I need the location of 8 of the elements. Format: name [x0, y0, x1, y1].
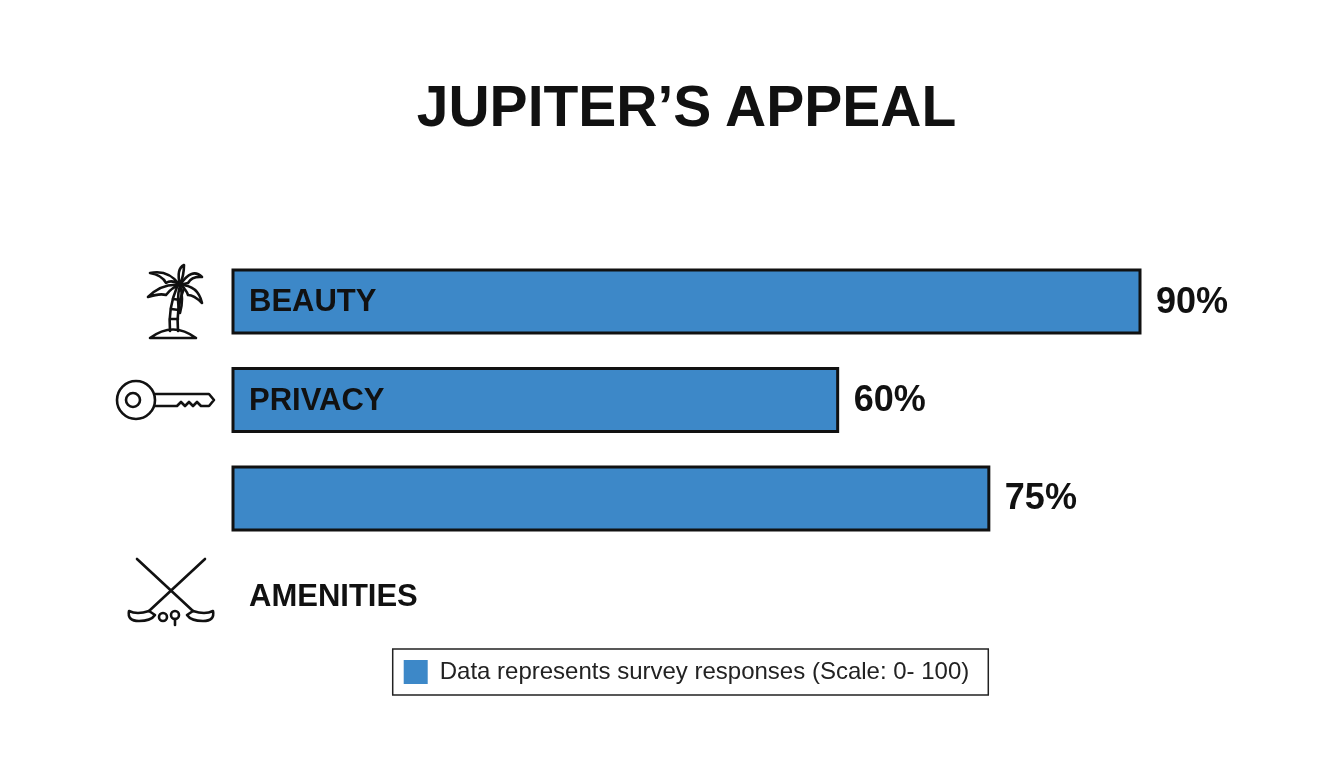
data-label: 90% — [1156, 279, 1229, 321]
y-tick-label: BEAUTY — [249, 283, 377, 319]
legend-label: Data represents survey responses (Scale: 0- 100) — [439, 656, 970, 684]
chart-title: JUPITER’S APPEAL — [416, 73, 957, 138]
y-tick-label: PRIVACY — [249, 381, 385, 417]
data-label: 75% — [1004, 476, 1077, 518]
data-label: 60% — [853, 377, 926, 419]
y-tick-label: AMENITIES — [249, 578, 418, 614]
